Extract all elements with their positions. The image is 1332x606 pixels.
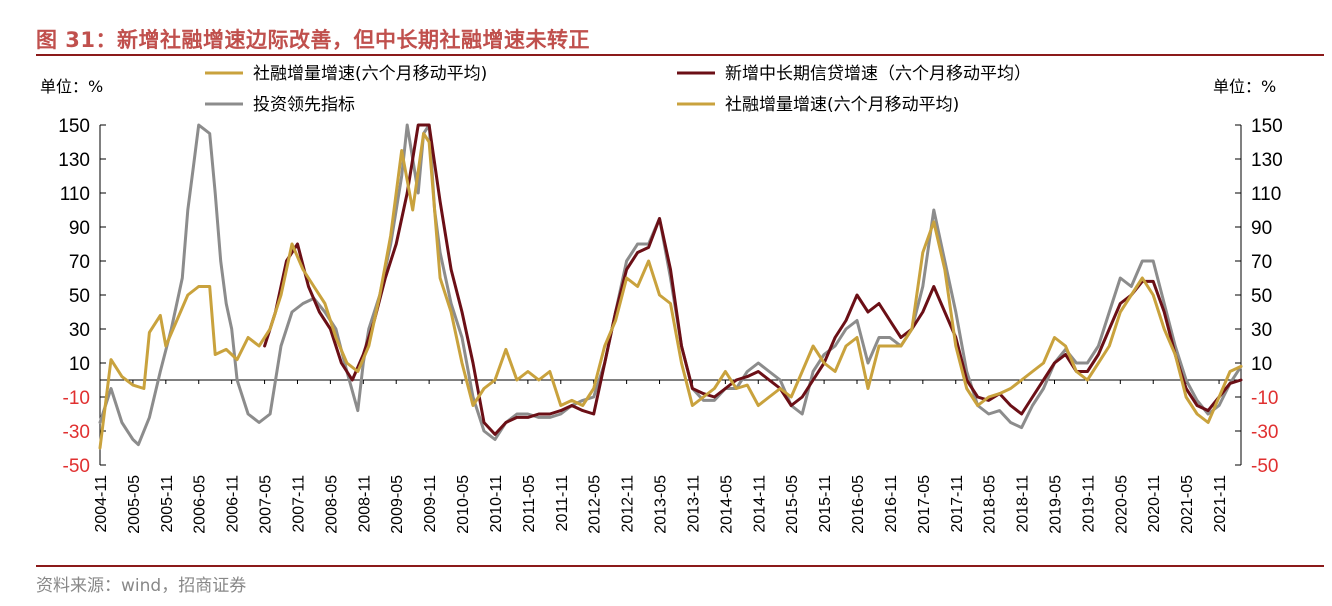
right-unit-label: 单位：% (1213, 77, 1276, 96)
x-tick-label: 2021-05 (1179, 475, 1196, 534)
x-tick-label: 2017-05 (916, 475, 933, 534)
x-tick-label: 2008-05 (323, 475, 340, 534)
chart-title: 图 31：新增社融增速边际改善，但中长期社融增速未转正 (36, 28, 591, 52)
x-tick-label: 2016-11 (883, 475, 900, 533)
right-tick-label: 10 (1251, 354, 1272, 375)
x-tick-label: 2020-11 (1146, 475, 1163, 533)
x-tick-label: 2020-05 (1113, 475, 1130, 534)
left-tick-label: -10 (63, 388, 90, 409)
x-tick-label: 2009-11 (422, 475, 439, 533)
x-tick-label: 2006-05 (192, 475, 209, 534)
right-tick-label: 110 (1251, 184, 1281, 205)
right-tick-label: 150 (1251, 116, 1283, 137)
left-tick-label: 70 (69, 252, 90, 273)
x-tick-label: 2015-11 (817, 475, 834, 533)
x-tick-label: 2014-05 (718, 475, 735, 534)
chart-axes: 150 150 130 130 110 110 90 90 70 70 50 50 30 30 10 10 -1… (40, 77, 1283, 534)
x-tick-label: 2012-05 (587, 475, 604, 534)
right-tick-label: -30 (1251, 422, 1278, 443)
x-tick-label: 2012-11 (620, 475, 637, 533)
x-tick-label: 2010-11 (488, 475, 505, 533)
series-line-1 (98, 123, 1243, 447)
x-tick-label: 2005-05 (126, 475, 143, 534)
legend: 社融增量增速(六个月移动平均) 投资领先指标 新增中长期信贷增速（六个月移动平均） 社… (205, 64, 1031, 115)
right-tick-label: 50 (1251, 286, 1272, 307)
left-tick-label: -50 (63, 456, 90, 477)
left-tick-label: 90 (69, 218, 90, 239)
x-tick-label: 2011-05 (521, 475, 538, 533)
x-tick-label: 2005-11 (159, 475, 176, 533)
source-note: 资料来源：wind，招商证券 (36, 576, 247, 596)
x-tick-label: 2007-05 (258, 475, 275, 534)
left-tick-label: 10 (69, 354, 90, 375)
x-tick-label: 2009-05 (389, 475, 406, 534)
right-tick-label: -10 (1251, 388, 1278, 409)
x-tick-label: 2021-11 (1212, 475, 1229, 533)
x-tick-label: 2006-11 (225, 475, 242, 533)
x-tick-label: 2019-05 (1047, 475, 1064, 534)
left-tick-label: 150 (58, 116, 90, 137)
x-tick-label: 2007-11 (290, 475, 307, 533)
right-tick-label: 90 (1251, 218, 1272, 239)
x-tick-label: 2013-11 (685, 475, 702, 533)
right-tick-label: 30 (1251, 320, 1272, 341)
left-unit-label: 单位：% (40, 77, 103, 96)
x-tick-label: 2014-11 (751, 475, 768, 533)
left-tick-label: 110 (60, 184, 90, 205)
series-layer (98, 123, 1243, 450)
title-rule (36, 54, 1324, 56)
legend-item-2-label: 投资领先指标 (253, 95, 355, 115)
right-tick-label: 130 (1251, 150, 1283, 171)
left-tick-label: 50 (69, 286, 90, 307)
left-tick-label: 130 (58, 150, 90, 171)
x-tick-label: 2017-11 (949, 475, 966, 533)
legend-item-4-label: 社融增量增速(六个月移动平均) (725, 95, 959, 115)
series-line-2 (263, 123, 1243, 436)
left-tick-label: 30 (69, 320, 90, 341)
x-tick-label: 2018-11 (1015, 475, 1032, 533)
x-tick-label: 2011-11 (554, 475, 571, 531)
x-tick-label: 2018-05 (982, 475, 999, 534)
x-tick-label: 2010-05 (455, 475, 472, 534)
series-line-3 (98, 132, 1243, 450)
x-tick-label: 2015-05 (784, 475, 801, 534)
legend-item-3-label: 新增中长期信贷增速（六个月移动平均） (725, 64, 1031, 84)
x-tick-label: 2016-05 (850, 475, 867, 534)
x-tick-label: 2013-05 (653, 475, 670, 534)
legend-item-1-label: 社融增量增速(六个月移动平均) (253, 64, 487, 84)
x-tick-label: 2008-11 (356, 475, 373, 533)
left-tick-label: -30 (63, 422, 90, 443)
right-tick-label: 70 (1251, 252, 1272, 273)
x-tick-label: 2019-11 (1080, 475, 1097, 533)
x-tick-label: 2004-11 (93, 475, 110, 533)
right-tick-label: -50 (1251, 456, 1278, 477)
source-rule (36, 565, 1324, 567)
